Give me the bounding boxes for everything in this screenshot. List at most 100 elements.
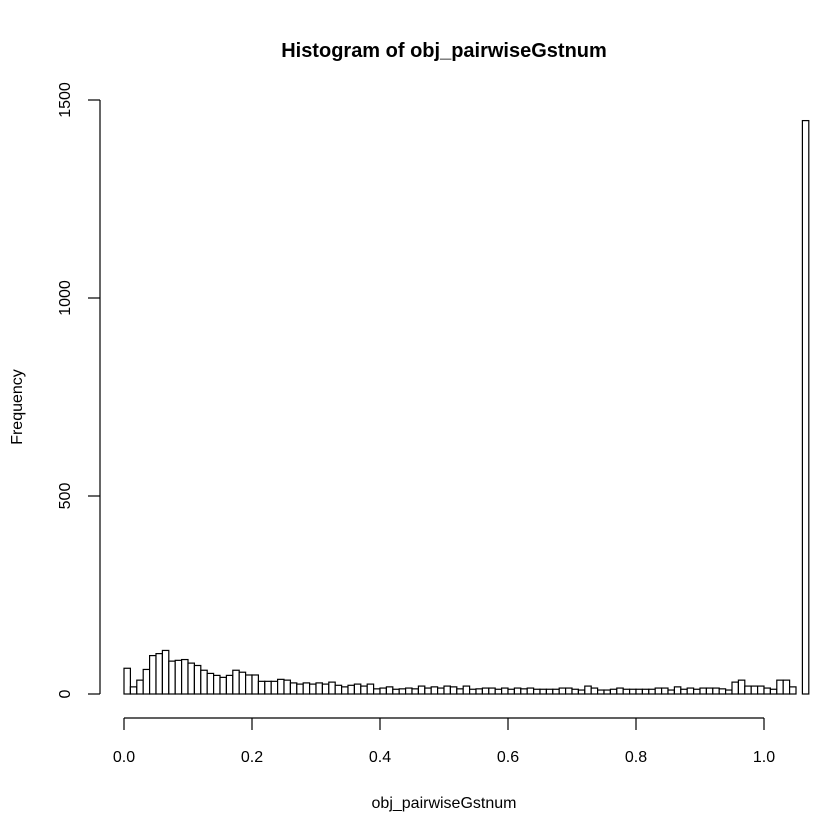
histogram-bar [635, 688, 644, 695]
histogram-bar [788, 686, 797, 695]
histogram-bar [494, 688, 503, 695]
histogram-bar [769, 688, 778, 695]
histogram-bar [270, 680, 279, 695]
histogram-bar [724, 689, 733, 695]
histogram-bar [545, 688, 554, 695]
histogram-bar [161, 649, 170, 695]
histogram-bar [181, 658, 189, 695]
histogram-bar [673, 686, 682, 695]
histogram-bar [641, 688, 650, 695]
y-tick-label: 0 [57, 689, 74, 698]
histogram-bar [718, 688, 727, 695]
histogram-bar [699, 687, 708, 695]
histogram-bar [763, 687, 772, 695]
histogram-bar [379, 687, 388, 695]
histogram-bar [392, 688, 400, 695]
histogram-bar [417, 685, 426, 695]
histogram-bar [123, 667, 132, 695]
y-tick-label: 500 [57, 483, 74, 510]
x-tick-label: 0.6 [497, 749, 519, 766]
histogram-bar [245, 674, 253, 695]
histogram-bar [552, 688, 560, 695]
histogram-bar [603, 689, 612, 695]
histogram-bar [373, 688, 381, 695]
x-tick-label: 0.8 [625, 749, 647, 766]
histogram-bar [174, 659, 183, 695]
histogram-bar [609, 688, 618, 695]
histogram-bar [200, 669, 208, 695]
y-tick-label: 1000 [57, 280, 74, 316]
histogram-bar [277, 678, 285, 695]
histogram-bar [501, 687, 509, 695]
histogram-bar [321, 683, 330, 695]
histogram-bar [430, 686, 439, 695]
histogram-bar [283, 679, 292, 695]
histogram-bar [251, 674, 260, 695]
histogram-bar [488, 687, 496, 695]
histogram-bar [584, 685, 592, 695]
histogram-bar [539, 688, 548, 695]
histogram-bar [782, 679, 791, 695]
histogram-bar [411, 688, 420, 695]
histogram-bar [309, 683, 317, 695]
x-tick-label: 0.0 [113, 749, 135, 766]
histogram-bar [628, 688, 637, 695]
histogram-bar [462, 685, 471, 695]
histogram-bar [558, 687, 567, 695]
histogram-bar [264, 680, 272, 695]
histogram-bar [398, 688, 407, 695]
histogram-bar [437, 687, 445, 695]
x-tick-label: 0.4 [369, 749, 391, 766]
histogram-bar [750, 685, 759, 695]
histogram-bar [705, 687, 714, 695]
histogram-bar [756, 685, 765, 695]
histogram-bar [341, 686, 349, 695]
x-tick-label: 0.2 [241, 749, 263, 766]
histogram-bar [353, 683, 362, 695]
x-axis: 0.0 0.2 0.4 0.6 0.8 1.0 [113, 717, 775, 766]
histogram-bar [238, 671, 247, 695]
histogram-bar [801, 119, 810, 695]
histogram-bar [667, 689, 676, 695]
histogram-bar [686, 687, 695, 695]
histogram-bar [424, 687, 432, 695]
histogram-bar [660, 687, 669, 695]
histogram-bar [347, 684, 356, 695]
histogram-bar [296, 683, 304, 695]
histogram-bar [187, 662, 196, 695]
histogram-bar [481, 687, 490, 695]
histogram-bar [526, 687, 535, 695]
histogram-bar [475, 688, 484, 695]
histogram-bar [654, 687, 663, 695]
histogram-bar [149, 654, 157, 695]
histogram-bar [302, 682, 311, 695]
histogram-bar [692, 688, 701, 695]
histogram-bar [232, 669, 240, 695]
histogram-bar [257, 680, 266, 695]
histogram-bar [443, 685, 452, 695]
histogram-bar [622, 688, 631, 695]
histogram-bar [366, 683, 375, 695]
histogram-bar [564, 687, 573, 695]
histogram-bar [744, 685, 752, 695]
y-axis: 0 500 1000 1500 [57, 82, 101, 698]
histogram-bar [520, 688, 528, 695]
chart-title: Histogram of obj_pairwiseGstnum [281, 40, 607, 62]
histogram-bar [469, 688, 477, 695]
histogram-bar [680, 688, 688, 695]
histogram-bar [507, 688, 516, 695]
histogram-bar [385, 686, 394, 695]
histogram-bar [648, 688, 656, 695]
histogram-bar [225, 674, 234, 695]
histogram-bar [532, 688, 541, 695]
x-axis-label: obj_pairwiseGstnum [372, 795, 517, 812]
histogram-bar [360, 685, 368, 695]
histogram-bar [334, 684, 343, 695]
histogram-bar [136, 679, 144, 695]
y-axis-label: Frequency [9, 369, 26, 445]
histogram-bars [123, 119, 810, 695]
histogram-bar [616, 687, 624, 695]
histogram-bar [449, 686, 458, 695]
histogram-bar [571, 688, 580, 695]
histogram-bar [405, 687, 413, 695]
